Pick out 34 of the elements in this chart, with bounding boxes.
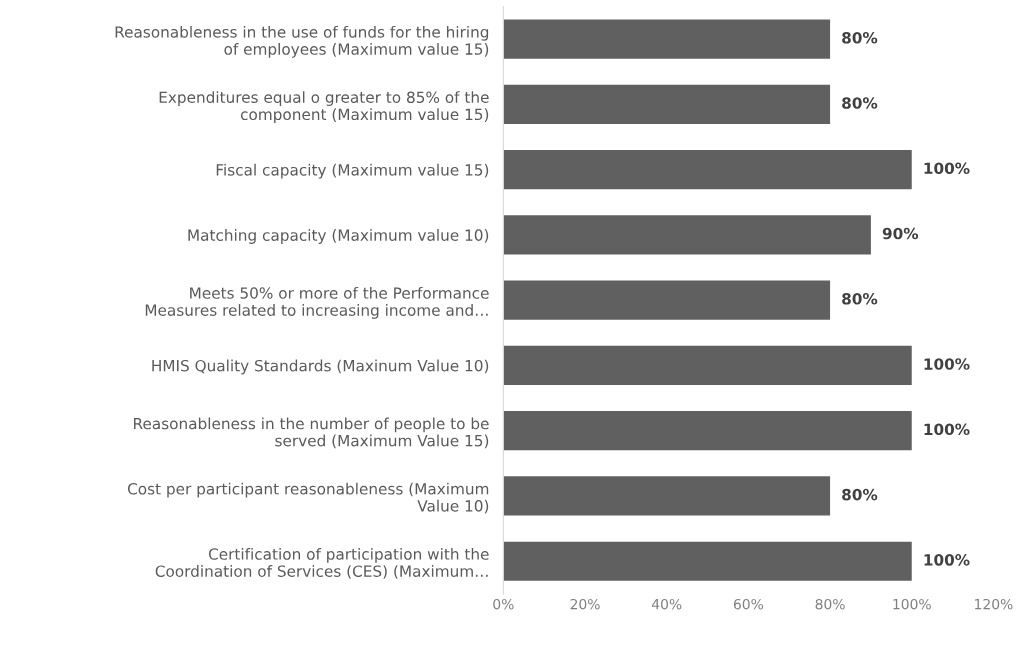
- data-label: 100%: [924, 358, 970, 370]
- data-label: 100%: [924, 554, 970, 566]
- bar: [503, 84, 831, 124]
- data-label: 80%: [842, 488, 878, 501]
- x-tick-label: 120%: [975, 598, 1013, 610]
- bar: [503, 150, 912, 190]
- y-tick-label: Cost per participant reasonableness (Maximum Value 10): [127, 482, 489, 514]
- bar: [503, 345, 912, 385]
- x-tick-label: 20%: [570, 598, 600, 610]
- y-tick-label: Expenditures equal o greater to 85% of the component (Maximum value 15): [159, 91, 489, 124]
- x-tick-label: 100%: [893, 598, 931, 610]
- y-tick-label: Matching capacity (Maximum value 10): [188, 229, 489, 244]
- x-tick-label: 40%: [651, 598, 682, 610]
- bar: [503, 215, 871, 255]
- x-tick-label: 80%: [815, 598, 845, 610]
- bar: [503, 476, 831, 516]
- data-label: 80%: [842, 32, 878, 44]
- bar: [503, 541, 912, 581]
- data-label: 100%: [924, 423, 970, 436]
- x-tick-label: 60%: [733, 598, 764, 610]
- bar: [503, 411, 912, 451]
- bar: [503, 19, 831, 59]
- y-tick-label: Fiscal capacity (Maximum value 15): [216, 163, 489, 179]
- y-tick-label: HMIS Quality Standards (Maxinum Value 10): [152, 359, 489, 375]
- y-tick-label: Certification of participation with the Coordination of Services (CES) (Maximum…: [155, 548, 489, 579]
- data-label: 100%: [924, 162, 970, 175]
- y-tick-label: Reasonableness in the number of people to be served (Maximum Value 15): [134, 417, 489, 449]
- data-label: 80%: [842, 97, 878, 109]
- y-tick-label: Meets 50% or more of the Performance Measures related to increasing income and…: [145, 286, 489, 319]
- data-label: 80%: [842, 293, 878, 305]
- data-label: 90%: [882, 227, 919, 240]
- bar: [503, 280, 831, 320]
- y-tick-label: Reasonableness in the use of funds for the hiring of employees (Maximum value 15): [115, 25, 489, 58]
- x-tick-label: 0%: [493, 598, 514, 610]
